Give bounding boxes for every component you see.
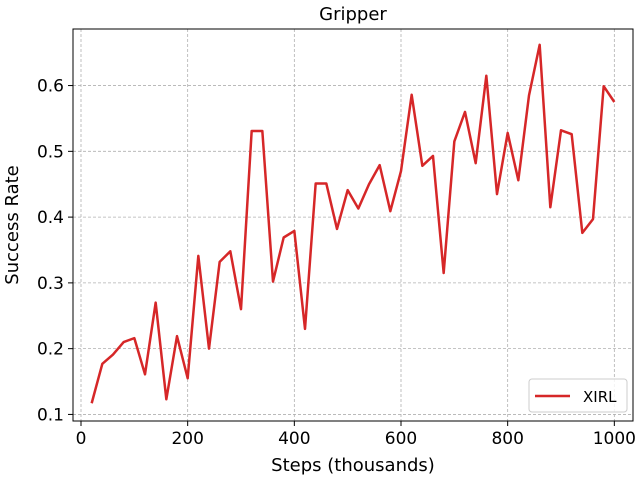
y-axis: 0.1 0.2 0.3 0.4 0.5 0.6 (37, 77, 73, 425)
x-tick-label: 800 (491, 429, 523, 449)
x-tick-label: 200 (171, 429, 203, 449)
x-axis: 0 200 400 600 800 1000 (76, 421, 636, 449)
y-tick-label: 0.5 (37, 142, 64, 162)
plot-frame (72, 28, 634, 422)
x-tick-label: 0 (76, 429, 87, 449)
y-axis-label: Success Rate (2, 165, 23, 284)
legend-label: XIRL (583, 388, 617, 406)
series-line-xirl (90, 43, 616, 404)
y-tick-label: 0.6 (37, 77, 64, 97)
x-tick-label: 400 (278, 429, 310, 449)
legend: XIRL (528, 378, 628, 413)
y-tick-label: 0.3 (37, 274, 64, 294)
series-layer (90, 43, 616, 404)
x-axis-label: Steps (thousands) (271, 455, 435, 476)
chart-title: Gripper (319, 4, 387, 25)
x-tick-label: 1000 (593, 429, 636, 449)
grid-layer (73, 29, 633, 421)
y-tick-label: 0.4 (37, 208, 64, 228)
x-tick-label: 600 (385, 429, 417, 449)
y-tick-label: 0.1 (37, 405, 64, 425)
legend-box (528, 378, 628, 413)
y-tick-label: 0.2 (37, 340, 64, 360)
